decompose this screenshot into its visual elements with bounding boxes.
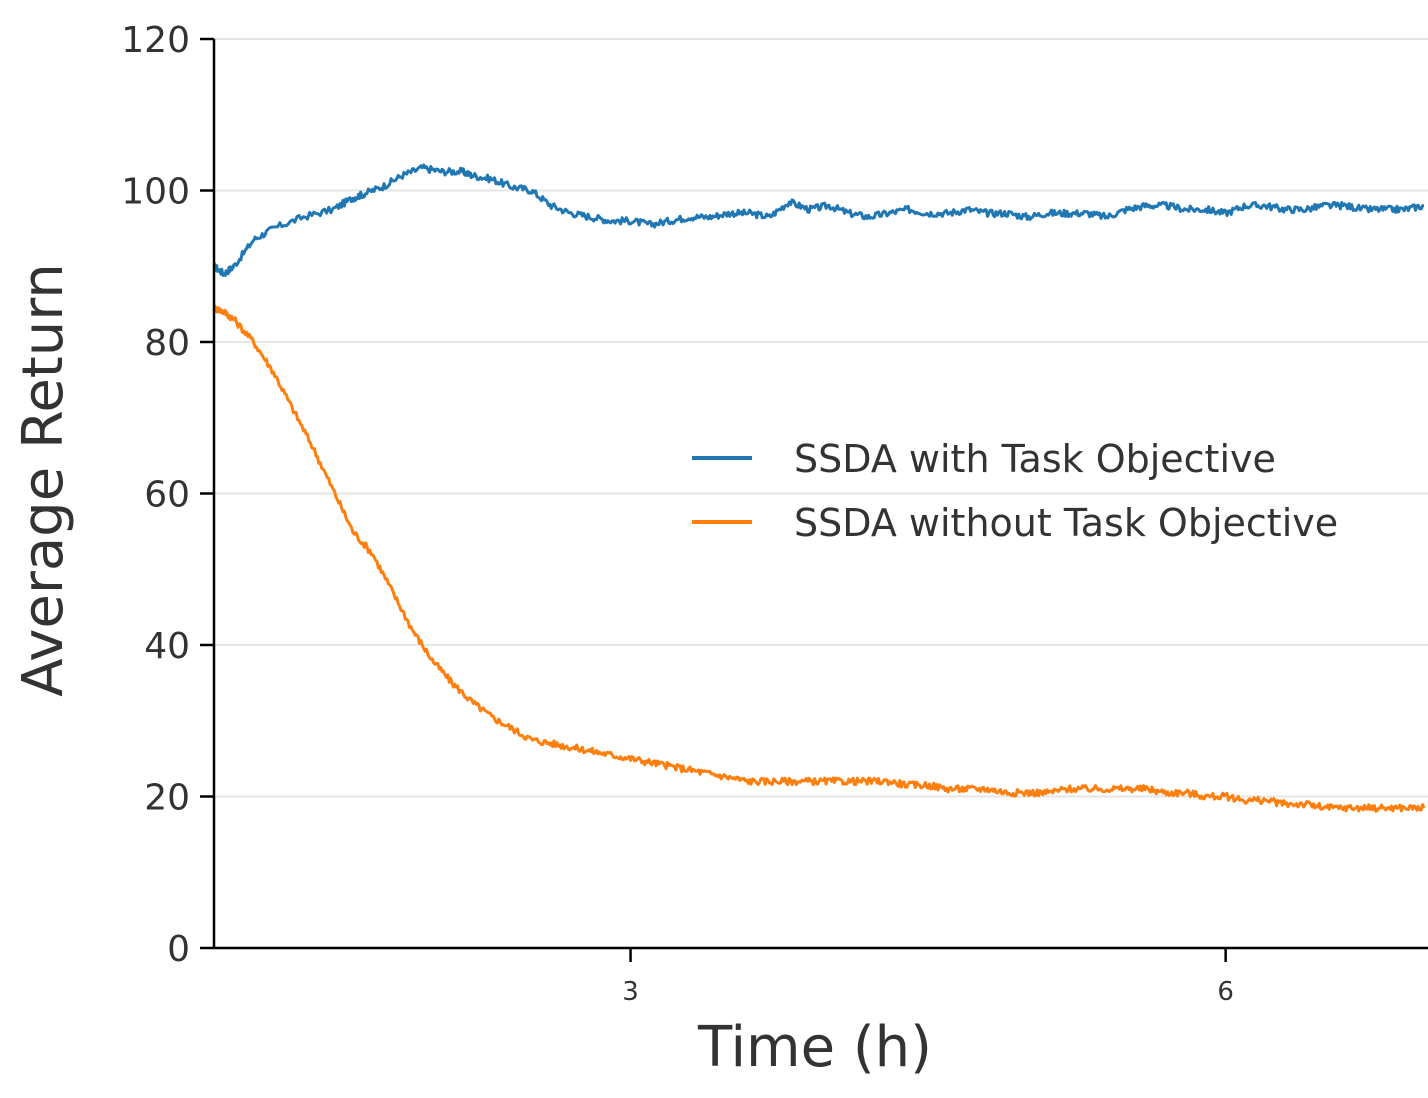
legend-label-with-task: SSDA with Task Objective	[794, 437, 1276, 481]
x-tick-label: 3	[622, 977, 639, 1007]
series-layer	[212, 163, 1426, 813]
series-line-without-task-objective	[212, 304, 1426, 813]
y-axis-title: Average Return	[11, 263, 76, 697]
y-tick-label: 100	[121, 172, 190, 213]
ticks: 0 20 40 60 80 100 120 3 6	[121, 20, 1234, 1007]
y-tick-label: 40	[144, 626, 190, 667]
y-tick-label: 80	[144, 323, 190, 364]
y-tick-label: 0	[167, 929, 190, 970]
grid-lines	[214, 38, 1428, 798]
x-axis-title: Time (h)	[697, 1015, 932, 1080]
y-tick-label: 20	[144, 778, 190, 819]
y-tick-label: 120	[121, 20, 190, 61]
legend: SSDA with Task Objective SSDA without Ta…	[692, 437, 1338, 545]
y-tick-label: 60	[144, 475, 190, 516]
x-tick-label: 6	[1217, 977, 1234, 1007]
series-line-with-task-objective	[213, 163, 1425, 277]
legend-label-without-task: SSDA without Task Objective	[794, 501, 1338, 545]
